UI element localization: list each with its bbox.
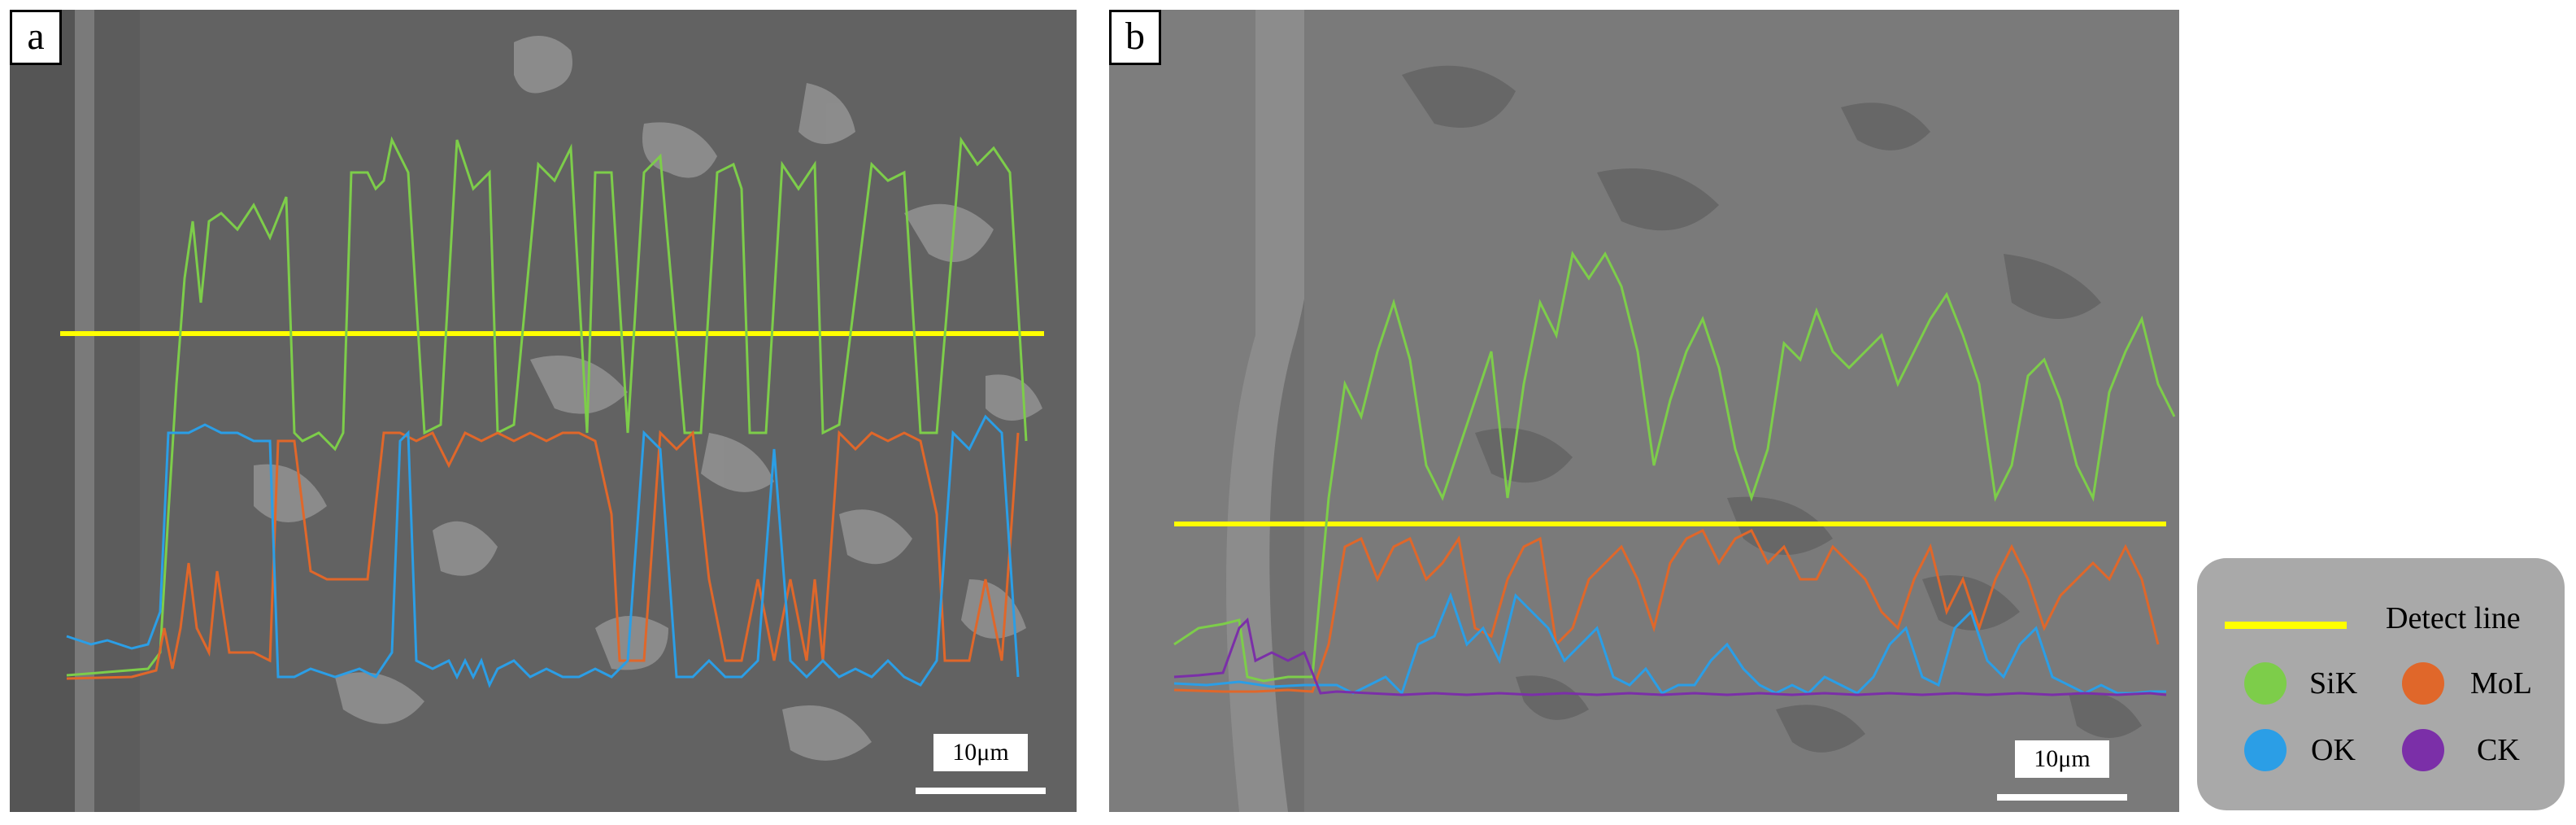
mo-l-swatch <box>2402 662 2444 705</box>
scale-bar-label-b: 10μm <box>2015 740 2109 778</box>
legend-label-sik: SiK <box>2309 666 2358 701</box>
scale-bar-a: 10μm <box>916 734 1046 794</box>
c-k-trace-b <box>1173 617 2167 696</box>
o-k-trace-b <box>1173 591 2166 696</box>
si-k-swatch <box>2244 662 2287 705</box>
line-scan-plot-a <box>60 136 1044 688</box>
si-k-trace-a <box>66 136 1028 677</box>
legend-detect-line-label: Detect line <box>2386 601 2521 635</box>
legend-label-ck: CK <box>2477 733 2520 767</box>
o-k-trace-a <box>66 414 1020 688</box>
panel-label-b: b <box>1109 10 1161 65</box>
si-k-trace-b <box>1173 251 2176 683</box>
panel-label-a: a <box>10 10 62 65</box>
scale-bar-label-a: 10μm <box>933 734 1028 771</box>
sem-micrograph-a <box>10 10 1077 812</box>
scale-bar-line-a <box>916 788 1046 794</box>
sem-image-panel-a: a 10μm <box>10 10 1077 812</box>
sem-image-panel-b: b 10μm <box>1109 10 2179 812</box>
line-scan-plot-b <box>1173 251 2176 696</box>
c-k-swatch <box>2402 729 2444 771</box>
sem-micrograph-b <box>1109 10 2179 812</box>
scale-bar-line-b <box>1997 794 2127 801</box>
o-k-swatch <box>2244 729 2287 771</box>
legend: Detect line SiK MoL OK CK <box>2197 558 2565 810</box>
scale-bar-b: 10μm <box>1997 740 2127 801</box>
legend-label-ok: OK <box>2311 733 2356 767</box>
detect-line-swatch <box>2225 622 2347 629</box>
legend-label-mol: MoL <box>2470 666 2532 701</box>
mo-l-trace-a <box>66 430 1020 680</box>
mo-l-trace-b <box>1173 528 2160 693</box>
